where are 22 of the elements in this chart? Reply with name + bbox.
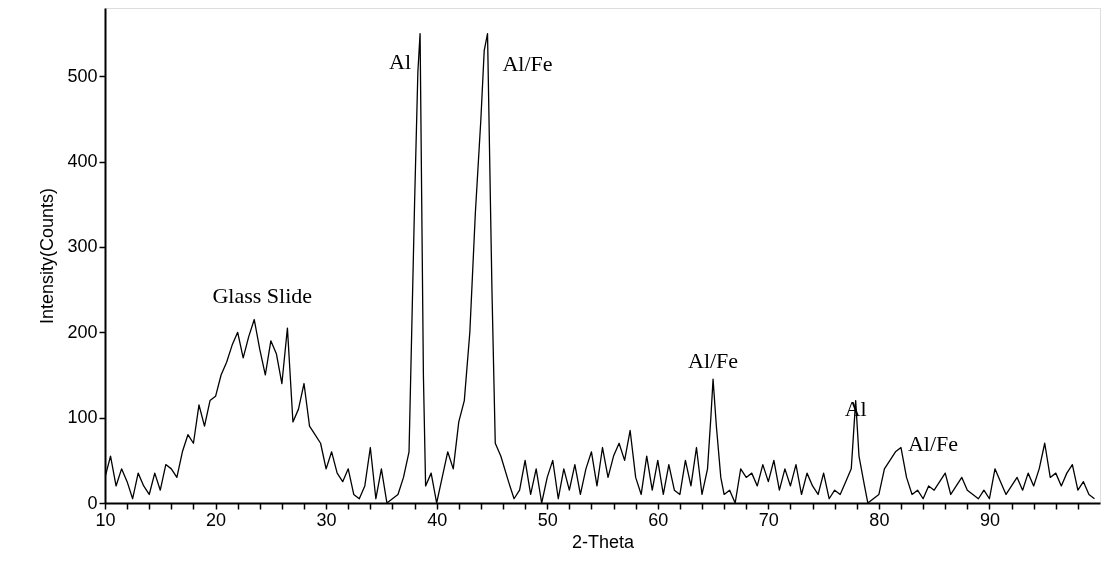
y-tick-label: 500: [67, 65, 98, 86]
x-tick-label: 20: [206, 509, 227, 530]
x-tick-label: 10: [95, 509, 116, 530]
x-tick-label: 40: [427, 509, 448, 530]
annotation: Al/Fe: [907, 430, 959, 456]
x-tick-label: 50: [537, 509, 558, 530]
annotation: Al/Fe: [502, 50, 553, 76]
x-tick-label: 60: [648, 509, 669, 530]
x-tick-label: 70: [758, 509, 779, 530]
y-tick-label: 200: [67, 321, 98, 342]
annotation: Al: [389, 48, 412, 74]
annotation: Al/Fe: [687, 348, 739, 374]
y-tick-label: 0: [87, 492, 98, 513]
y-tick-label: 300: [67, 236, 98, 257]
x-tick-label: 80: [869, 509, 890, 530]
x-axis-title: 2-Theta: [571, 531, 635, 552]
y-tick-label: 100: [67, 407, 98, 428]
x-tick-label: 30: [316, 509, 337, 530]
x-tick-label: 90: [979, 509, 1000, 530]
y-tick-label: 400: [67, 151, 98, 172]
annotation: Glass Slide: [212, 282, 313, 308]
y-axis-title: Intensity(Counts): [37, 187, 58, 325]
